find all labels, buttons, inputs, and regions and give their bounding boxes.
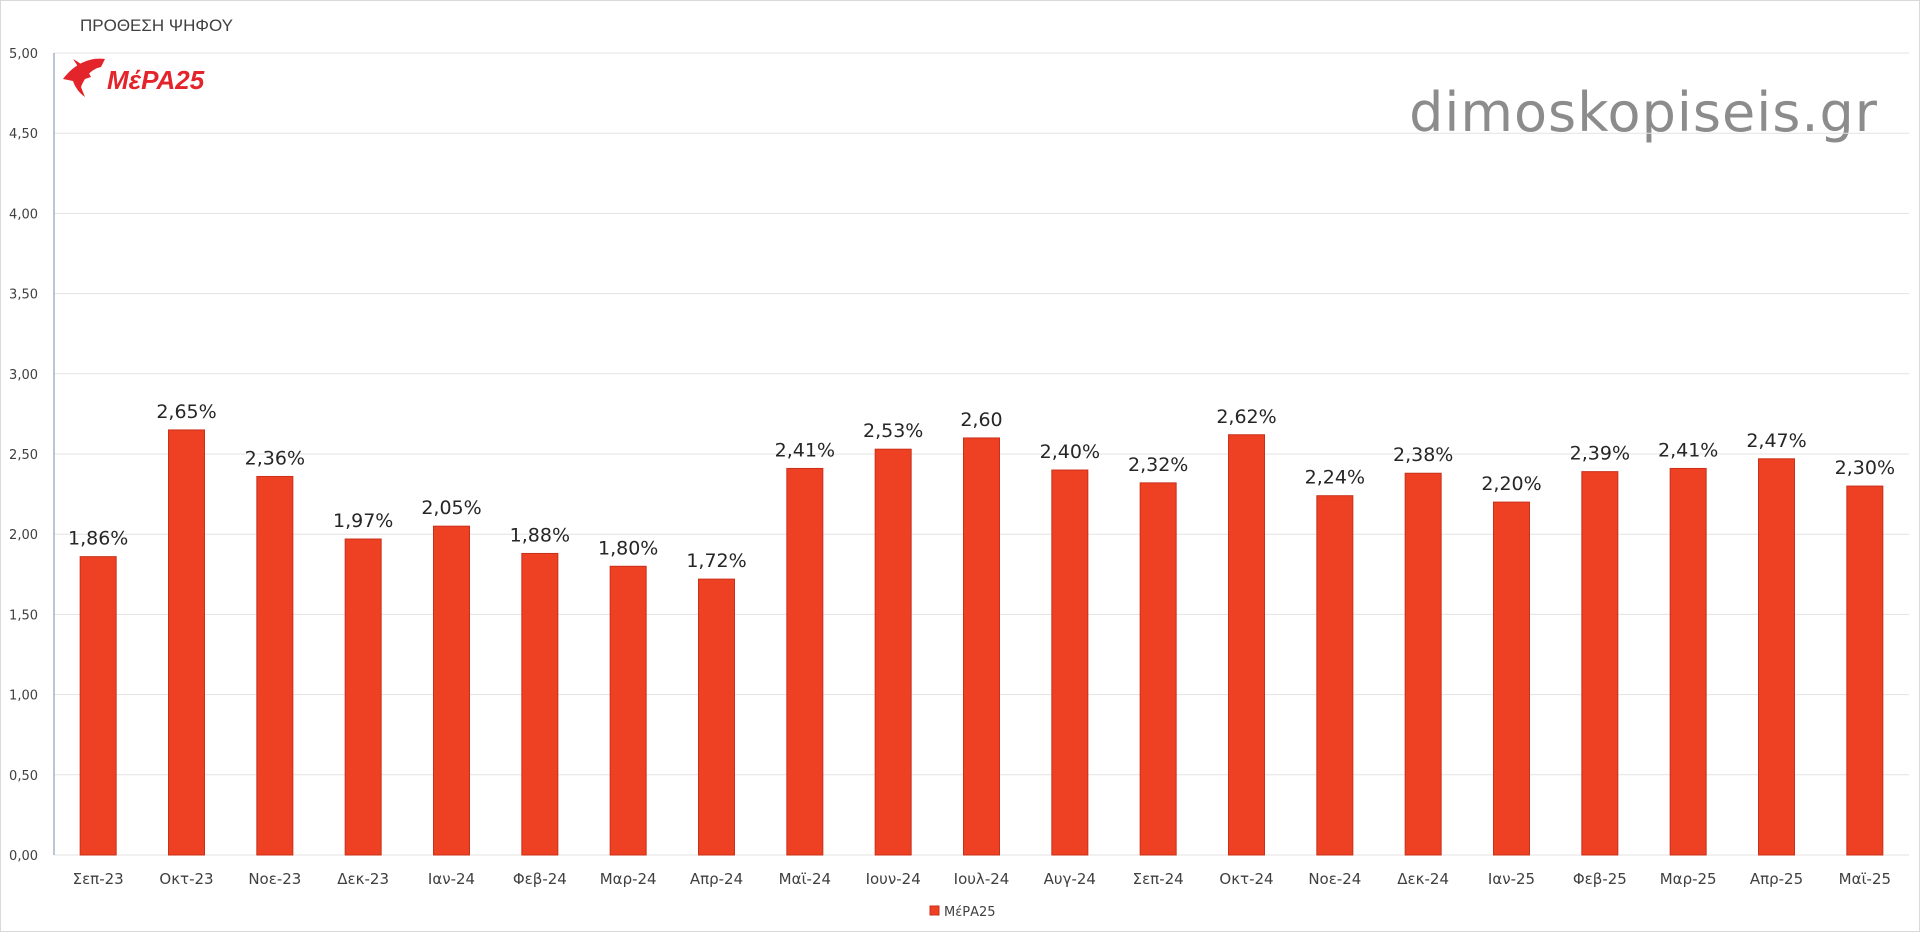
x-tick-label: Ιουν-24 bbox=[866, 870, 921, 888]
bar-Ιαν-25 bbox=[1493, 501, 1530, 856]
data-label: 2,38% bbox=[1393, 444, 1453, 466]
bar-Δεκ-24 bbox=[1404, 472, 1442, 856]
data-label: 2,65% bbox=[156, 401, 216, 423]
data-label: 2,40% bbox=[1040, 441, 1100, 463]
bar-Αυγ-24 bbox=[1051, 469, 1089, 856]
data-label: 1,72% bbox=[686, 550, 746, 572]
x-tick-label: Δεκ-23 bbox=[337, 870, 389, 888]
x-tick-label: Φεβ-25 bbox=[1573, 870, 1627, 888]
x-tick-label: Απρ-24 bbox=[690, 870, 743, 888]
data-label: 2,41% bbox=[775, 439, 835, 461]
y-tick-label: 4,00 bbox=[9, 207, 38, 222]
chart-title: ΠΡΟΘΕΣΗ ΨΗΦΟΥ bbox=[80, 16, 233, 35]
bar-Απρ-25 bbox=[1758, 458, 1795, 856]
logo-text: ΜέΡΑ25 bbox=[107, 65, 205, 95]
legend-swatch bbox=[929, 905, 940, 916]
bar-Δεκ-23 bbox=[344, 538, 382, 856]
x-tick-label: Σεπ-23 bbox=[73, 870, 124, 888]
bars bbox=[79, 429, 1884, 856]
data-label: 1,88% bbox=[510, 524, 570, 546]
data-label: 1,97% bbox=[333, 510, 393, 532]
y-tick-label: 3,50 bbox=[9, 288, 38, 303]
y-tick-label: 4,50 bbox=[9, 127, 38, 142]
x-tick-label: Ιαν-24 bbox=[428, 870, 475, 888]
x-tick-label: Οκτ-23 bbox=[159, 870, 213, 888]
y-tick-label: 1,50 bbox=[9, 608, 38, 623]
bar-Οκτ-24 bbox=[1228, 434, 1265, 856]
data-label: 1,86% bbox=[68, 528, 128, 550]
bar-Απρ-24 bbox=[698, 578, 735, 856]
x-tick-label: Νοε-23 bbox=[248, 870, 301, 888]
data-label: 2,30% bbox=[1835, 457, 1895, 479]
y-tick-label: 0,00 bbox=[9, 849, 38, 864]
data-labels: 1,86% 2,65% 2,36% 1,97% 2,05% 1,88% 1,80% 1,72%… bbox=[68, 401, 1895, 572]
x-tick-label: Αυγ-24 bbox=[1044, 870, 1096, 888]
x-tick-label: Απρ-25 bbox=[1750, 870, 1803, 888]
x-tick-label: Μαϊ-25 bbox=[1839, 870, 1891, 888]
bar-Νοε-23 bbox=[256, 475, 294, 856]
watermark: dimoskopiseis.gr bbox=[1409, 81, 1878, 144]
data-label: 2,60 bbox=[960, 409, 1002, 431]
x-tick-label: Δεκ-24 bbox=[1397, 870, 1449, 888]
data-label: 2,20% bbox=[1481, 473, 1541, 495]
x-axis-labels: Σεπ-23 Οκτ-23 Νοε-23 Δεκ-23 Ιαν-24 Φεβ-24 Μαρ-… bbox=[73, 870, 1891, 888]
swallow-bird-icon bbox=[63, 58, 105, 97]
bar-Νοε-24 bbox=[1316, 495, 1354, 856]
legend-label: ΜέΡΑ25 bbox=[944, 905, 996, 920]
data-label: 2,53% bbox=[863, 420, 923, 442]
y-tick-label: 2,50 bbox=[9, 448, 38, 463]
bar-Σεπ-23 bbox=[79, 556, 117, 856]
bar-Ιουλ-24 bbox=[963, 437, 1000, 856]
y-tick-label: 5,00 bbox=[9, 47, 38, 62]
legend: ΜέΡΑ25 bbox=[929, 905, 996, 920]
bar-Οκτ-23 bbox=[168, 429, 205, 856]
x-tick-label: Μαρ-25 bbox=[1660, 870, 1717, 888]
x-tick-label: Σεπ-24 bbox=[1133, 870, 1184, 888]
data-label: 2,05% bbox=[421, 497, 481, 519]
x-tick-label: Μαϊ-24 bbox=[779, 870, 831, 888]
data-label: 2,32% bbox=[1128, 454, 1188, 476]
bar-Ιουν-24 bbox=[874, 448, 912, 856]
data-label: 2,39% bbox=[1570, 443, 1630, 465]
x-tick-label: Φεβ-24 bbox=[513, 870, 567, 888]
x-tick-label: Νοε-24 bbox=[1308, 870, 1361, 888]
y-tick-label: 0,50 bbox=[9, 769, 38, 784]
y-tick-label: 3,00 bbox=[9, 368, 38, 383]
x-tick-label: Οκτ-24 bbox=[1219, 870, 1273, 888]
bar-Μαϊ-24 bbox=[786, 467, 824, 856]
y-tick-label: 2,00 bbox=[9, 528, 38, 543]
data-label: 2,24% bbox=[1305, 467, 1365, 489]
swallow-wing-icon bbox=[73, 59, 91, 79]
bar-Μαϊ-25 bbox=[1846, 485, 1884, 856]
x-tick-label: Ιαν-25 bbox=[1488, 870, 1535, 888]
y-tick-label: 1,00 bbox=[9, 689, 38, 704]
data-label: 2,36% bbox=[245, 447, 305, 469]
bar-Φεβ-24 bbox=[521, 552, 559, 856]
bar-Μαρ-24 bbox=[609, 565, 647, 856]
bar-Σεπ-24 bbox=[1139, 482, 1177, 856]
x-tick-label: Ιουλ-24 bbox=[954, 870, 1010, 888]
bar-Φεβ-25 bbox=[1581, 471, 1619, 856]
bar-Ιαν-24 bbox=[433, 525, 470, 856]
data-label: 2,47% bbox=[1746, 430, 1806, 452]
bar-Μαρ-25 bbox=[1669, 467, 1707, 856]
x-tick-label: Μαρ-24 bbox=[600, 870, 657, 888]
y-axis-ticks: 0,00 0,50 1,00 1,50 2,00 2,50 3,00 3,50 4,00 4,50… bbox=[9, 47, 38, 864]
data-label: 2,62% bbox=[1216, 406, 1276, 428]
data-label: 1,80% bbox=[598, 537, 658, 559]
data-label: 2,41% bbox=[1658, 439, 1718, 461]
logo: ΜέΡΑ25 bbox=[63, 58, 205, 97]
